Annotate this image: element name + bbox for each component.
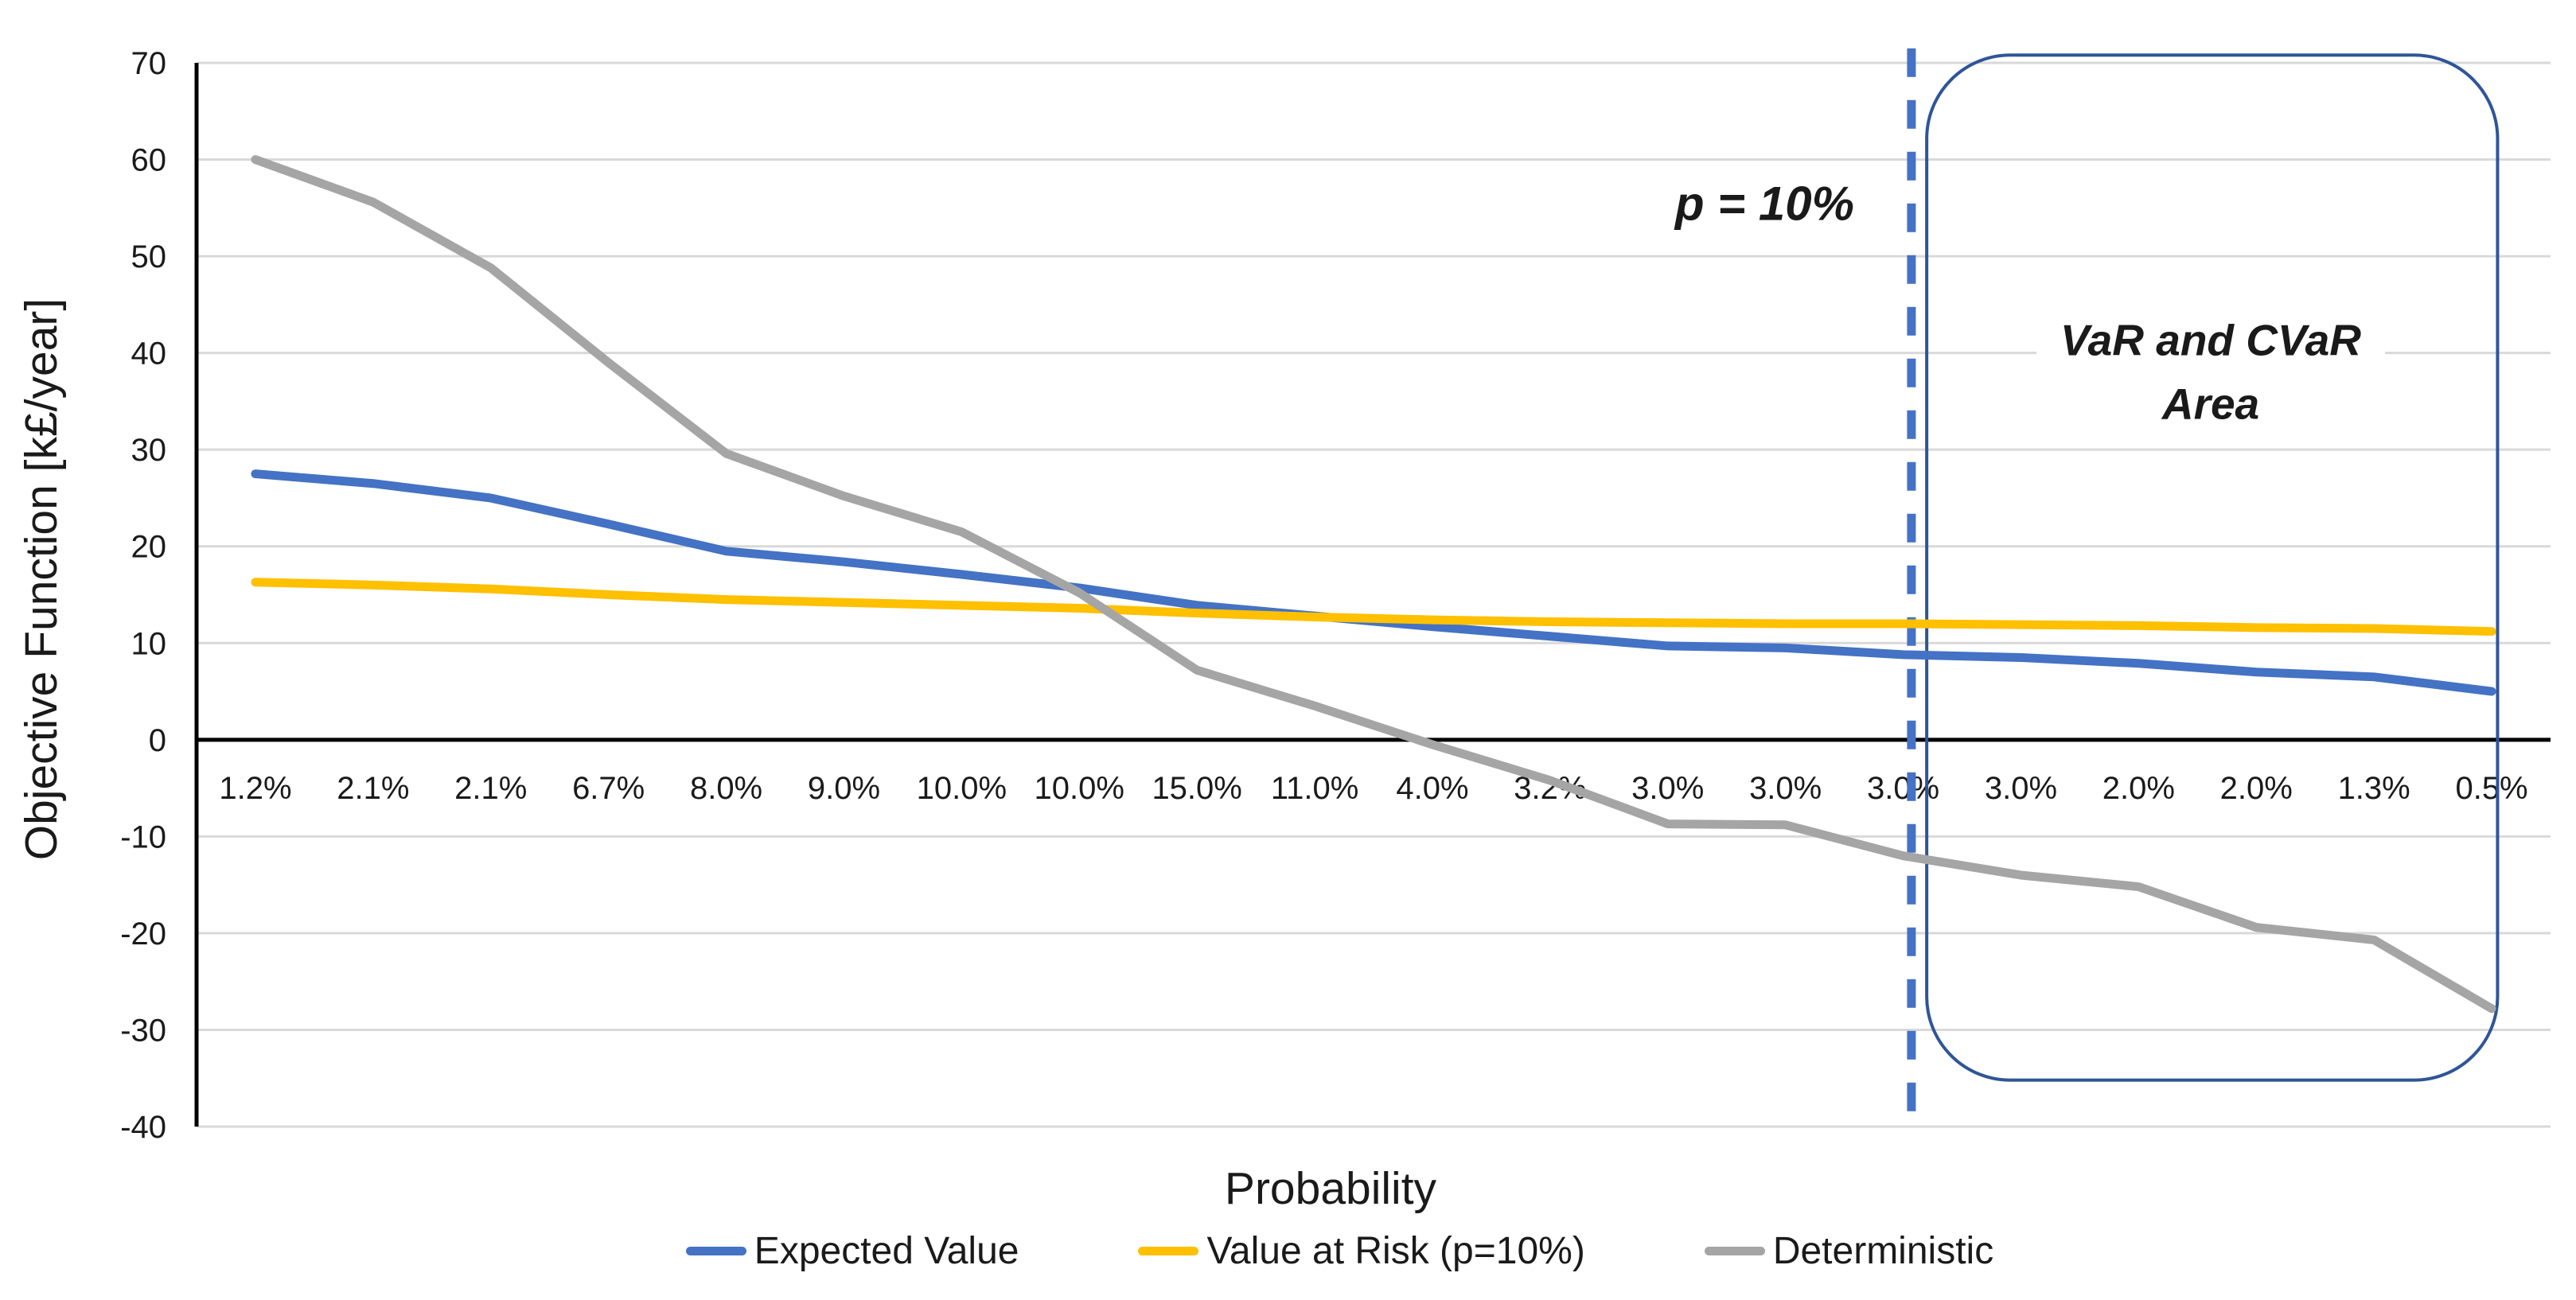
series-line-value-at-risk-p-10 [251, 578, 2496, 636]
legend-label-deterministic: Deterministic [1772, 1230, 1994, 1272]
x-category-label-17: 2.0% [2102, 771, 2175, 806]
x-category-label-11: 4.0% [1396, 771, 1468, 806]
y-tick-label-10: 10 [131, 626, 167, 661]
y-tick-label--40: -40 [120, 1110, 166, 1145]
y-tick-label-40: 40 [131, 337, 167, 372]
y-tick-label-50: 50 [131, 239, 167, 274]
y-tick-label--30: -30 [120, 1013, 166, 1048]
x-category-label-10: 11.0% [1271, 771, 1358, 806]
legend-swatch-expected-value [685, 1247, 746, 1255]
var-cvar-area-label-line1: VaR and CVaR [2060, 315, 2361, 365]
legend-swatch-deterministic [1704, 1247, 1765, 1255]
y-tick-label--20: -20 [120, 917, 166, 952]
y-tick-label-0: 0 [149, 723, 166, 758]
y-tick-label-70: 70 [131, 46, 167, 81]
x-category-label-3: 2.1% [454, 771, 527, 806]
legend-swatch-value-at-risk-p-10 [1138, 1247, 1199, 1255]
series-line-expected-value [251, 469, 2496, 696]
x-category-label-5: 8.0% [690, 771, 762, 806]
x-category-label-6: 9.0% [808, 771, 880, 806]
x-category-label-2: 2.1% [337, 771, 409, 806]
legend-item-expected-value: Expected Value [685, 1229, 1019, 1273]
y-tick-label-60: 60 [131, 143, 167, 178]
p-equals-10-percent-label: p = 10% [1674, 177, 1854, 231]
series-line-deterministic [251, 155, 2496, 1014]
y-axis-title: Objective Function [k£/year] [16, 298, 67, 861]
legend-label-expected-value: Expected Value [754, 1230, 1019, 1272]
x-category-label-8: 10.0% [1035, 771, 1124, 806]
x-category-label-14: 3.0% [1749, 771, 1822, 806]
legend-label-value-at-risk-p-10: Value at Risk (p=10%) [1206, 1230, 1585, 1272]
y-tick-label-20: 20 [131, 530, 167, 565]
x-category-label-4: 6.7% [572, 771, 645, 806]
x-category-label-18: 2.0% [2220, 771, 2293, 806]
y-tick-label--10: -10 [120, 819, 166, 854]
x-axis-title: Probability [1224, 1163, 1437, 1214]
var-cvar-area-label-line2: Area [2161, 379, 2260, 428]
var-cvar-area-label: VaR and CVaR Area [2036, 301, 2385, 444]
x-category-label-20: 0.5% [2455, 771, 2527, 806]
x-category-label-13: 3.0% [1631, 771, 1704, 806]
x-category-label-16: 3.0% [1985, 771, 2057, 806]
var-cvar-area-box [1925, 53, 2500, 1082]
x-category-label-15: 3.0% [1867, 771, 1939, 806]
y-tick-label-30: 30 [131, 433, 167, 468]
legend-item-deterministic: Deterministic [1704, 1229, 1994, 1273]
legend-item-value-at-risk-p-10: Value at Risk (p=10%) [1138, 1229, 1585, 1273]
x-category-label-7: 10.0% [917, 771, 1007, 806]
legend: Expected Value Value at Risk (p=10%) Deter… [0, 1229, 2576, 1273]
x-category-label-9: 15.0% [1152, 771, 1241, 806]
x-category-label-19: 1.3% [2338, 771, 2410, 806]
x-category-label-1: 1.2% [219, 771, 291, 806]
